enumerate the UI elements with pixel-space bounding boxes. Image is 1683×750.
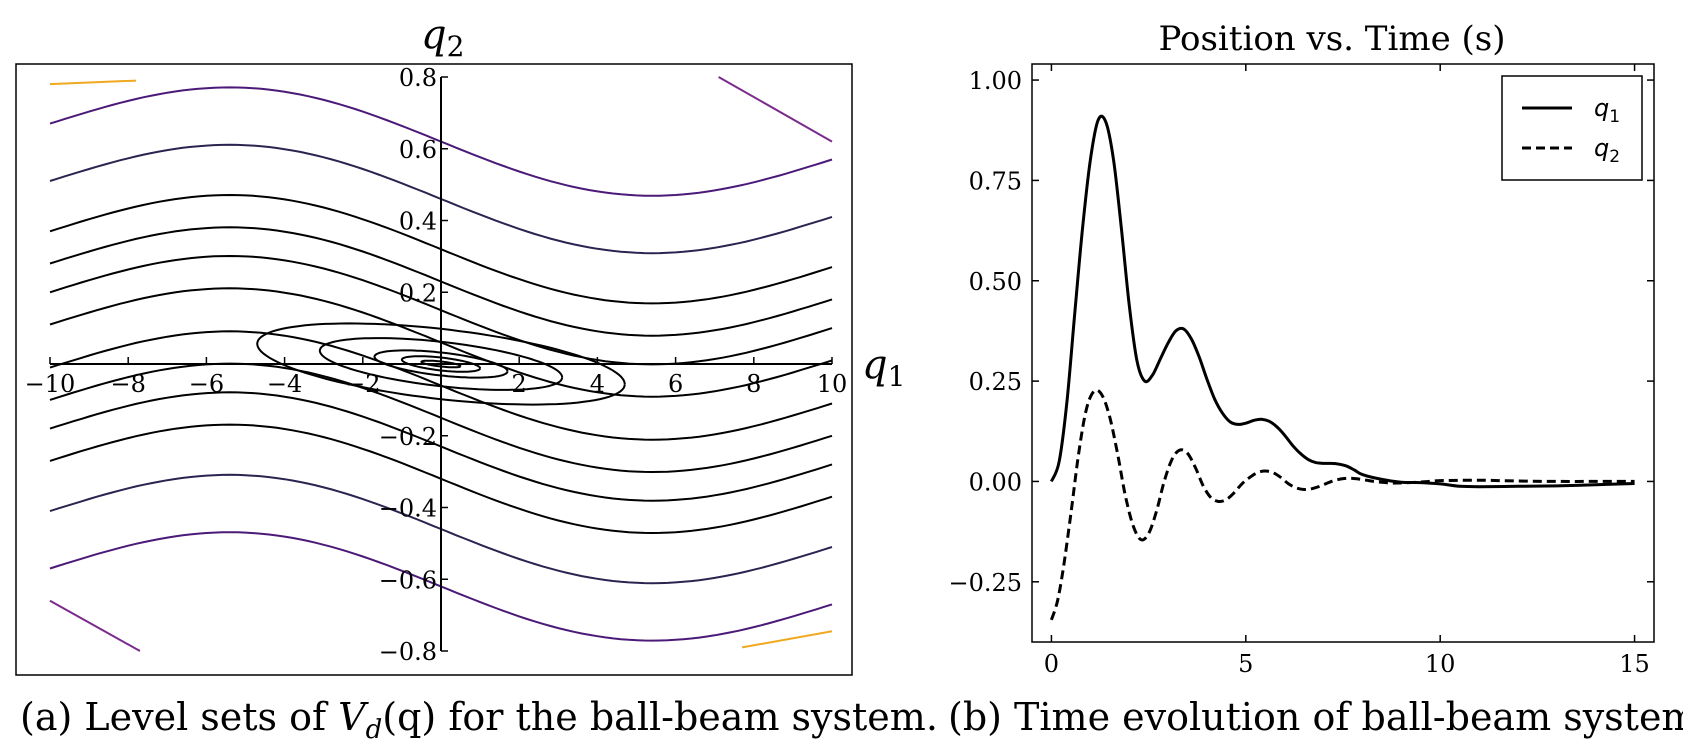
q1-axis-label-subscript: 1 xyxy=(888,360,906,393)
y-tick-label: 0.25 xyxy=(969,368,1022,396)
line-chart-ticks: 0 5 10 15 −0.25 0.00 0.25 0.50 0.75 1.00 xyxy=(948,64,1654,678)
q2-axis-label-subscript: 2 xyxy=(447,30,465,63)
caption-a-symbol: V xyxy=(338,695,369,739)
q2-tick-label: 0.6 xyxy=(399,136,437,164)
y-tick-label: 0.75 xyxy=(969,167,1022,195)
q1-tick-label: 2 xyxy=(512,370,527,398)
q2-tick-label: 0.8 xyxy=(399,64,437,92)
chart-title: Position vs. Time (s) xyxy=(1159,19,1506,59)
closed-level-set-4 xyxy=(318,337,564,391)
legend-box xyxy=(1501,75,1643,181)
q1-tick-label: −4 xyxy=(267,370,302,398)
q1-tick-label: −2 xyxy=(345,370,380,398)
caption-a: (a) Level sets of Vd(q) for the ball-bea… xyxy=(20,695,938,745)
q1-tick-label: −6 xyxy=(189,370,224,398)
x-tick-label: 15 xyxy=(1619,650,1650,678)
closed-level-set-3 xyxy=(373,349,509,379)
legend-label-q2-subscript: 2 xyxy=(1609,147,1620,167)
y-tick-label: 1.00 xyxy=(969,67,1022,95)
corner-level-set-1 xyxy=(49,79,137,86)
series-line-q1 xyxy=(1050,114,1635,489)
q2-axis-label-base: q xyxy=(421,12,447,58)
legend: q1 q2 xyxy=(1501,75,1643,181)
q1-tick-label: 8 xyxy=(746,370,761,398)
line-chart-series xyxy=(1049,114,1635,621)
q2-axis-label: q2 xyxy=(421,12,464,63)
q1-tick-label: −8 xyxy=(111,370,146,398)
q2-tick-label: −0.4 xyxy=(379,495,437,523)
caption-a-suffix: for the ball-beam system. xyxy=(436,695,938,739)
corner-level-set-2 xyxy=(741,630,833,649)
legend-label-q2: q2 xyxy=(1594,134,1620,167)
x-tick-label: 0 xyxy=(1044,650,1059,678)
q1-axis-label: q1 xyxy=(862,342,905,393)
contour-plot-frame xyxy=(15,63,853,676)
contour-ticks: −10 −8 −6 −4 −2 2 4 6 8 10 −0.8 −0.6 −0.4 −0.2 0.2 0.4 0… xyxy=(25,64,848,666)
legend-label-q2-base: q xyxy=(1594,134,1609,162)
q2-tick-label: −0.2 xyxy=(379,423,437,451)
closed-level-set-1 xyxy=(420,359,462,369)
caption-a-prefix: (a) Level sets of xyxy=(20,695,338,739)
series-line-q2 xyxy=(1049,388,1635,621)
legend-label-q1-subscript: 1 xyxy=(1609,107,1620,127)
y-tick-label: 0.00 xyxy=(969,468,1022,496)
caption-a-argument: (q) xyxy=(382,695,436,739)
legend-label-q1: q1 xyxy=(1594,94,1620,127)
legend-label-q1-base: q xyxy=(1594,94,1609,122)
corner-level-set-4 xyxy=(718,76,833,143)
contour-panel: −10 −8 −6 −4 −2 2 4 6 8 10 −0.8 −0.6 −0.4 −0.2 0.2 0.4 0… xyxy=(15,12,938,745)
caption-b: (b) Time evolution of ball-beam system xyxy=(948,695,1683,739)
q1-tick-label: 4 xyxy=(590,370,605,398)
y-tick-label: −0.25 xyxy=(948,569,1022,597)
contour-axes xyxy=(50,77,832,651)
q1-tick-label: 6 xyxy=(668,370,683,398)
q2-tick-label: 0.4 xyxy=(399,208,437,236)
caption-a-subscript: d xyxy=(366,715,383,745)
q1-tick-label: −10 xyxy=(25,370,76,398)
q1-tick-label: 10 xyxy=(817,370,848,398)
q2-tick-label: −0.6 xyxy=(379,566,437,594)
line-chart-panel: Position vs. Time (s) 0 5 10 15 −0.25 0.00 0.2… xyxy=(948,19,1683,739)
closed-level-set-2 xyxy=(400,355,482,373)
x-tick-label: 5 xyxy=(1238,650,1253,678)
q1-axis-label-base: q xyxy=(862,342,888,388)
x-tick-label: 10 xyxy=(1425,650,1456,678)
corner-level-set-3 xyxy=(49,599,141,652)
line-plot-frame xyxy=(1031,63,1655,643)
y-tick-label: 0.50 xyxy=(969,268,1022,296)
q2-tick-label: 0.2 xyxy=(399,279,437,307)
q2-tick-label: −0.8 xyxy=(379,638,437,666)
